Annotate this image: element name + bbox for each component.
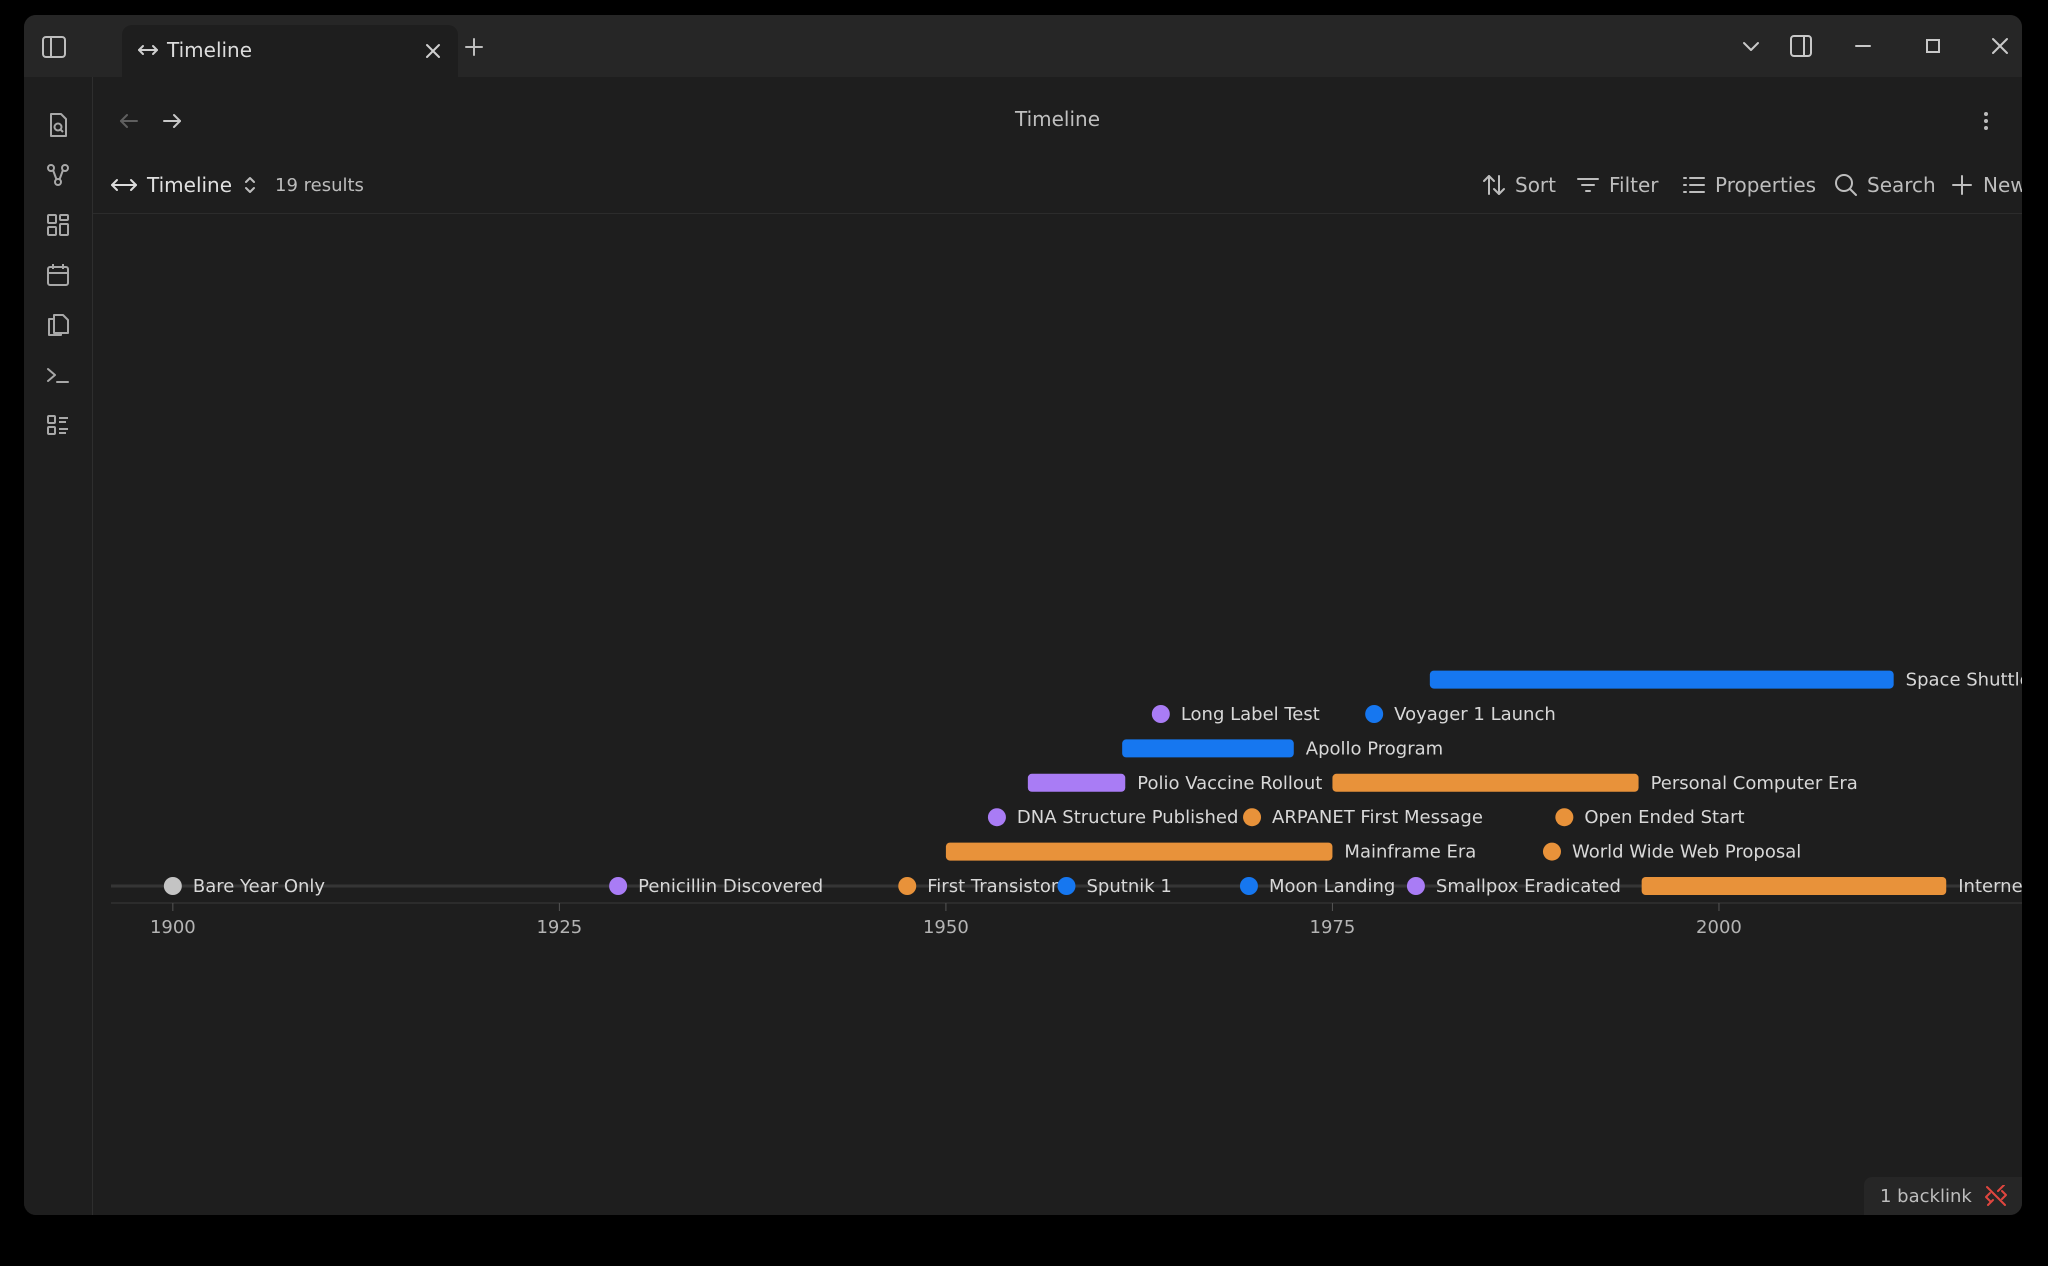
timeline-item-label: Polio Vaccine Rollout	[1137, 773, 1322, 794]
filter-button[interactable]: Filter	[1575, 169, 1659, 201]
search-icon	[1835, 174, 1857, 196]
more-options-icon[interactable]	[1974, 109, 1998, 133]
filter-label: Filter	[1609, 173, 1659, 197]
backlinks-badge[interactable]: 1 backlink	[1864, 1177, 2022, 1215]
search-button[interactable]: Search	[1833, 169, 1936, 201]
horizontal-arrows-icon	[111, 179, 137, 191]
timeline-point	[1542, 842, 1561, 861]
view-switcher[interactable]: Timeline	[109, 170, 258, 200]
filter-icon	[1577, 178, 1599, 192]
search-label: Search	[1867, 173, 1936, 197]
x-axis-tick-label: 1950	[923, 917, 969, 938]
bases-toolbar: Timeline 19 results Sort Filter	[93, 157, 2022, 214]
timeline-range-bar	[945, 842, 1333, 861]
timeline-item-label: Space Shuttle	[1906, 670, 2022, 691]
timeline-view: 1900 1925 1950 1975 2000 Bare Year Only Penici…	[93, 214, 2022, 1215]
back-arrow-icon[interactable]	[117, 110, 141, 132]
chevron-updown-icon	[245, 177, 256, 193]
graph-view-icon[interactable]	[44, 161, 72, 189]
timeline-item-label: Voyager 1 Launch	[1394, 704, 1556, 725]
right-sidebar-toggle-icon[interactable]	[1788, 33, 1814, 59]
timeline-item-label: Moon Landing	[1269, 876, 1395, 897]
page-title: Timeline	[1014, 107, 1101, 131]
view-name: Timeline	[147, 173, 233, 197]
timeline-item-label: Mainframe Era	[1344, 842, 1476, 863]
bases-list-icon[interactable]	[44, 411, 72, 439]
tab-title: Timeline	[167, 38, 253, 62]
calendar-icon[interactable]	[44, 261, 72, 289]
copy-pages-icon[interactable]	[44, 311, 72, 339]
timeline-item-label: Bare Year Only	[193, 876, 326, 897]
new-tab-plus-icon[interactable]	[462, 35, 486, 59]
timeline-point	[1243, 808, 1262, 827]
sort-icon	[1483, 175, 1505, 195]
timeline-item-label: Apollo Program	[1306, 738, 1443, 759]
terminal-icon[interactable]	[44, 361, 72, 389]
tab-timeline[interactable]: Timeline	[122, 25, 458, 77]
close-icon[interactable]	[422, 40, 444, 62]
timeline-point	[1151, 705, 1170, 723]
timeline-point	[1057, 877, 1076, 895]
x-axis-tick-label: 1925	[536, 917, 582, 938]
left-ribbon	[24, 77, 93, 1215]
timeline-range-bar	[1429, 670, 1894, 689]
canvas-grid-icon[interactable]	[44, 211, 72, 239]
timeline-item-label: First Transistor	[927, 876, 1059, 897]
search-file-icon[interactable]	[44, 111, 72, 139]
timeline-range-bar	[1027, 773, 1126, 792]
timeline-point	[1365, 705, 1384, 723]
timeline-item-label: ARPANET First Message	[1272, 807, 1483, 828]
properties-label: Properties	[1715, 173, 1817, 197]
timeline-point	[987, 808, 1006, 827]
main-content: Timeline Timeline 19 results Sort	[93, 77, 2022, 1215]
timeline-item-label: Long Label Test	[1181, 704, 1320, 725]
timeline-item-label: World Wide Web Proposal	[1572, 842, 1801, 863]
x-axis-tick-label: 1975	[1310, 917, 1356, 938]
timeline-item-label: Smallpox Eradicated	[1436, 876, 1621, 897]
timeline-point	[609, 877, 628, 895]
timeline-range-bar	[1641, 877, 1947, 895]
timeline-item-label: Sputnik 1	[1087, 876, 1172, 897]
minimize-icon[interactable]	[1850, 33, 1876, 59]
sort-button[interactable]: Sort	[1481, 169, 1556, 201]
timeline-chart: 1900 1925 1950 1975 2000 Bare Year Only Penici…	[111, 670, 2022, 938]
timeline-item-label: DNA Structure Published	[1017, 807, 1238, 828]
timeline-point	[1239, 877, 1258, 895]
timeline-point	[1406, 877, 1425, 895]
title-bar: Timeline	[24, 15, 2022, 77]
sort-label: Sort	[1515, 173, 1556, 197]
plus-icon	[1952, 175, 1972, 195]
link-off-icon[interactable]	[1984, 1185, 2008, 1207]
chevron-down-icon[interactable]	[1738, 33, 1764, 59]
timeline-range-bar	[1122, 739, 1294, 758]
timeline-item-label: Personal Computer Era	[1651, 773, 1858, 794]
new-label: New	[1983, 173, 2022, 197]
app-window: Timeline	[24, 15, 2022, 1215]
timeline-item-label: Open Ended Start	[1584, 807, 1744, 828]
results-count: 19 results	[275, 175, 364, 196]
x-axis-tick-label: 1900	[150, 917, 196, 938]
timeline-range-bar	[1332, 773, 1639, 792]
horizontal-arrows-icon	[138, 45, 158, 55]
timeline-point	[163, 877, 182, 895]
forward-arrow-icon[interactable]	[160, 110, 184, 132]
properties-button[interactable]: Properties	[1681, 169, 1816, 201]
timeline-item-label: Interne	[1958, 876, 2022, 897]
maximize-icon[interactable]	[1920, 33, 1946, 59]
backlinks-count: 1 backlink	[1880, 1186, 1972, 1207]
x-axis-tick-label: 2000	[1696, 917, 1742, 938]
timeline-point	[1555, 808, 1574, 827]
sidebar-toggle-icon[interactable]	[40, 33, 68, 61]
list-icon	[1683, 177, 1705, 193]
new-button[interactable]: New	[1949, 169, 2022, 201]
timeline-item-label: Penicillin Discovered	[638, 876, 823, 897]
window-close-icon[interactable]	[1987, 33, 2013, 59]
timeline-point	[898, 877, 917, 895]
